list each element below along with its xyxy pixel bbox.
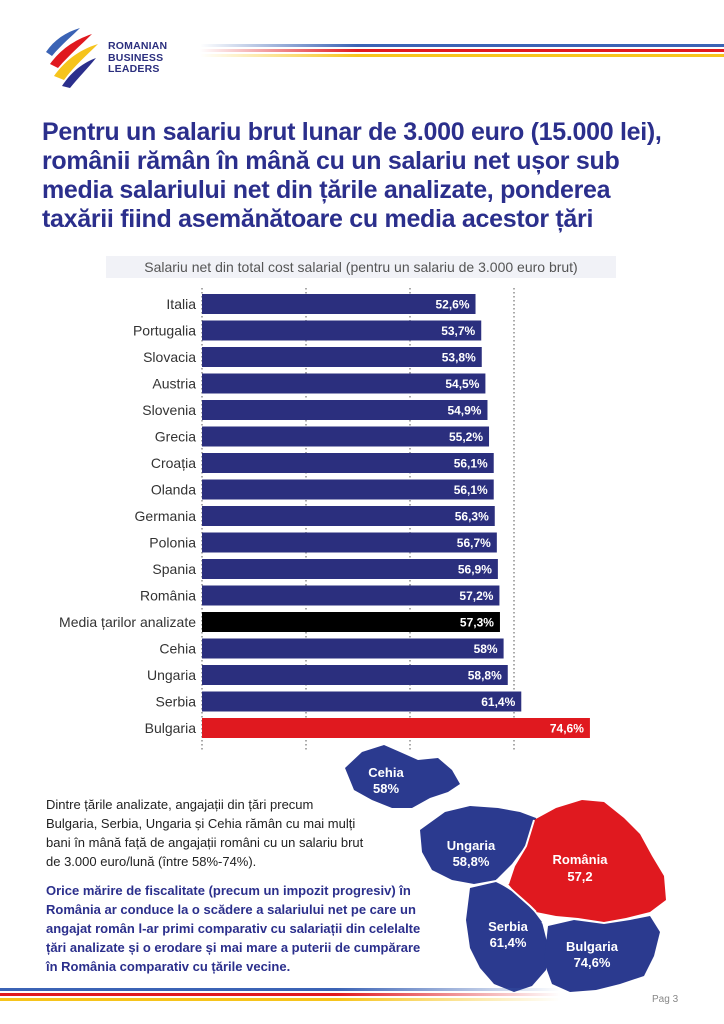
map-region-serbia xyxy=(466,882,548,992)
page-number: Pag 3 xyxy=(652,994,679,1005)
category-label: Polonia xyxy=(149,535,196,551)
brand-name-line: ROMANIAN xyxy=(108,40,168,52)
logo-mark-icon xyxy=(46,28,98,88)
data-label: 53,7% xyxy=(441,324,475,338)
category-label: Cehia xyxy=(159,641,196,657)
map-label-ungaria-name: Ungaria xyxy=(447,838,496,853)
emphasis-line: țări analizate și o erodare și mai mare … xyxy=(46,940,421,955)
emphasis-line: România ar conduce la o scădere a salari… xyxy=(46,902,416,917)
bar-germania xyxy=(202,506,495,526)
brand-name-line: LEADERS xyxy=(108,63,160,75)
body-line: de 3.000 euro/lună (între 58%-74%). xyxy=(46,854,257,869)
bar-portugalia xyxy=(202,320,482,341)
category-label: Serbia xyxy=(156,694,197,710)
category-label: Bulgaria xyxy=(145,720,197,736)
body-paragraph: Dintre țările analizate, angajații din ț… xyxy=(46,795,406,871)
category-label: Slovacia xyxy=(143,349,196,365)
category-label: Grecia xyxy=(155,429,196,445)
bar-serbia xyxy=(202,691,522,712)
bar-grecia xyxy=(202,426,490,447)
body-line: bani în mână față de angajații români cu… xyxy=(46,835,364,850)
map-label-serbia-name: Serbia xyxy=(488,919,529,934)
map-region-cehia xyxy=(345,745,460,808)
map-label-serbia-value: 61,4% xyxy=(490,935,527,950)
data-label: 55,2% xyxy=(449,430,483,444)
chart-title: Salariu net din total cost salarial (pen… xyxy=(144,259,578,275)
bar-croația xyxy=(202,453,494,473)
data-label: 54,9% xyxy=(447,404,481,418)
footer-stripe-blue xyxy=(0,988,560,991)
page-title: Pentru un salariu brut lunar de 3.000 eu… xyxy=(42,118,692,234)
category-label: Slovenia xyxy=(142,402,196,418)
map-label-ungaria-value: 58,8% xyxy=(453,854,490,869)
brand-name: ROMANIAN BUSINESS LEADERS xyxy=(108,40,188,76)
category-label: Portugalia xyxy=(133,323,196,339)
data-label: 56,1% xyxy=(454,457,488,471)
data-label: 52,6% xyxy=(435,298,469,312)
map-region-bulgaria xyxy=(544,916,660,992)
map-label-romania-name: România xyxy=(553,852,609,867)
bar-media-țarilor-analizate xyxy=(202,612,500,632)
bar-austria xyxy=(202,373,486,394)
bar-olanda xyxy=(202,479,494,500)
header-stripe-red xyxy=(200,49,724,52)
category-label: Croația xyxy=(151,455,196,471)
chart-title-background xyxy=(106,256,616,278)
header-stripe-blue xyxy=(200,44,724,47)
category-label: Austria xyxy=(152,376,196,392)
data-label: 56,9% xyxy=(458,563,492,577)
data-label: 58,8% xyxy=(468,669,502,683)
category-label: Italia xyxy=(166,296,196,312)
category-label: Germania xyxy=(135,508,197,524)
body-line: Dintre țările analizate, angajații din ț… xyxy=(46,797,314,812)
map-label-romania-value: 57,2 xyxy=(567,869,592,884)
map-label-cehia-name: Cehia xyxy=(368,765,404,780)
bar-ungaria xyxy=(202,665,508,685)
data-label: 57,3% xyxy=(460,616,494,630)
title-line: Pentru un salariu brut lunar de 3.000 eu… xyxy=(42,118,662,146)
map-region-romania xyxy=(508,800,666,922)
data-label: 54,5% xyxy=(445,377,479,391)
category-label: Ungaria xyxy=(147,667,196,683)
data-label: 74,6% xyxy=(550,722,584,736)
map-label-cehia-value: 58% xyxy=(373,781,399,796)
title-line: media salariului net din țările analizat… xyxy=(42,176,611,204)
title-line: taxării fiind asemănătoare cu media aces… xyxy=(42,205,594,233)
data-label: 56,7% xyxy=(457,536,491,550)
bar-românia xyxy=(202,585,500,606)
data-label: 53,8% xyxy=(442,351,476,365)
data-label: 56,3% xyxy=(455,510,489,524)
data-label: 56,1% xyxy=(454,483,488,497)
emphasis-line: Orice mărire de fiscalitate (precum un i… xyxy=(46,883,411,898)
bar-italia xyxy=(202,294,476,314)
emphasis-line: angajat român l-ar primi comparativ cu s… xyxy=(46,921,421,936)
brand-name-line: BUSINESS xyxy=(108,51,164,64)
emphasis-paragraph: Orice mărire de fiscalitate (precum un i… xyxy=(46,881,421,976)
body-line: Bulgaria, Serbia, Ungaria și Cehia rămân… xyxy=(46,816,356,831)
bar-slovenia xyxy=(202,400,488,420)
data-label: 61,4% xyxy=(481,695,515,709)
category-label: Spania xyxy=(152,561,196,577)
map-label-bulgaria-value: 74,6% xyxy=(574,955,611,970)
bar-polonia xyxy=(202,532,497,553)
category-label: Olanda xyxy=(151,482,196,498)
data-label: 58% xyxy=(474,642,498,656)
map-label-bulgaria-name: Bulgaria xyxy=(566,939,619,954)
bar-bulgaria xyxy=(202,718,590,738)
bar-spania xyxy=(202,559,498,579)
data-label: 57,2% xyxy=(459,589,493,603)
emphasis-line: în România comparativ cu țările vecine. xyxy=(46,959,291,974)
footer-stripe-red xyxy=(0,993,560,996)
map-region-ungaria xyxy=(420,806,540,884)
header-stripe-yellow xyxy=(200,54,724,57)
title-line: românii rămân în mână cu un salariu net … xyxy=(42,147,620,175)
bar-slovacia xyxy=(202,347,482,367)
category-label: România xyxy=(140,588,196,604)
bar-cehia xyxy=(202,638,504,659)
footer-stripe-yellow xyxy=(0,998,560,1001)
category-label: Media țarilor analizate xyxy=(59,614,196,630)
